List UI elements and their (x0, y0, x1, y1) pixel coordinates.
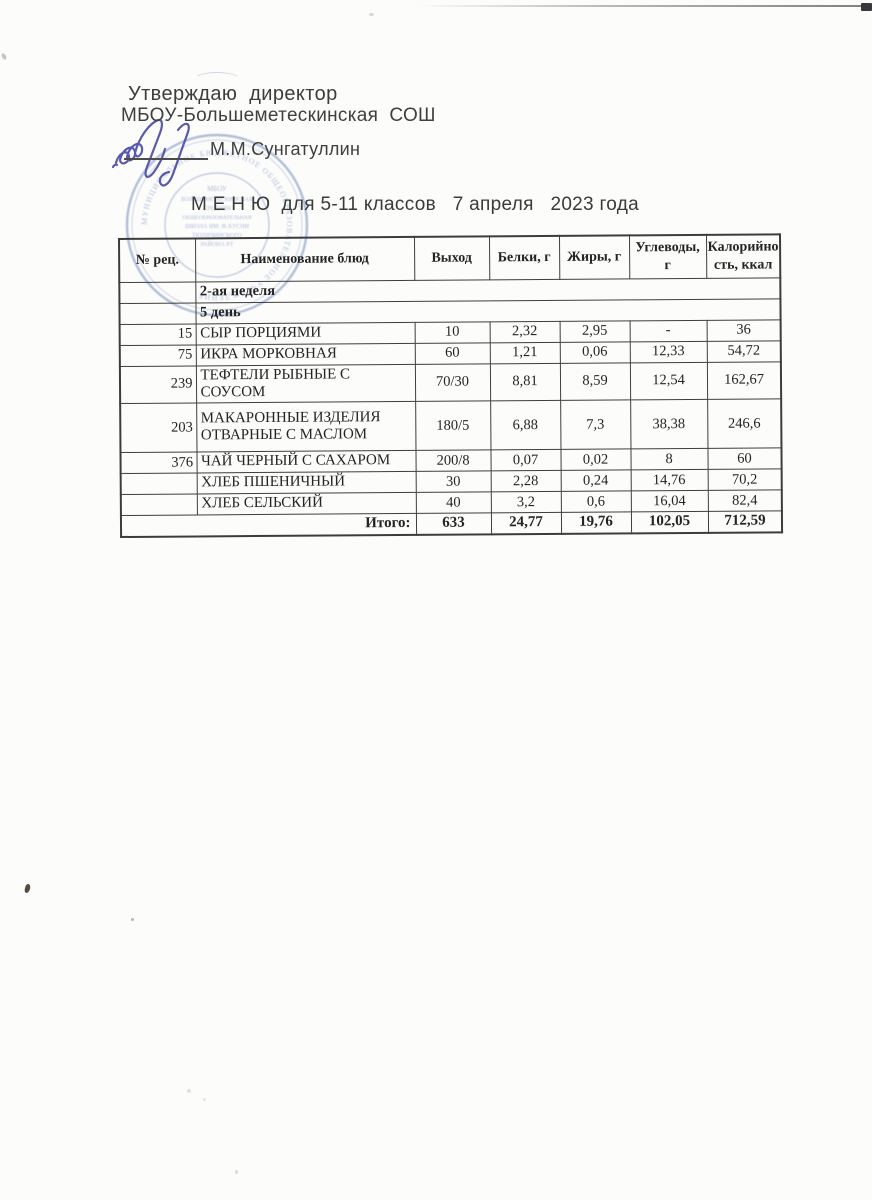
scan-speck (369, 13, 374, 16)
school-name-line: МБОУ-Большеметескинская СОШ (121, 105, 436, 126)
dish-fat: 0,6 (560, 490, 631, 513)
dish-carbs: 12,33 (629, 340, 707, 363)
recipe-number: 203 (120, 402, 197, 453)
dish-protein: 3,2 (490, 491, 561, 513)
table-row: 239 ТЕФТЕЛИ РЫБНЫЕ С СОУСОМ 70/30 8,81 8… (119, 361, 782, 404)
recipe-number (120, 472, 197, 495)
svg-text:ОБЩЕОБРАЗОВАТЕЛЬНАЯ: ОБЩЕОБРАЗОВАТЕЛЬНАЯ (182, 215, 251, 221)
dish-carbs: 8 (630, 448, 708, 470)
dish-output: 200/8 (415, 449, 491, 472)
recipe-number: 75 (119, 344, 196, 366)
totals-protein: 24,77 (490, 512, 562, 534)
scan-speck (235, 1170, 238, 1174)
scan-speck (131, 918, 134, 921)
totals-calories: 712,59 (707, 510, 783, 533)
dish-calories: 162,67 (706, 361, 782, 400)
header-dish-name: Наименование блюд (195, 236, 415, 282)
svg-text:СРЕДНЯЯ: СРЕДНЯЯ (203, 206, 230, 212)
dish-calories: 60 (707, 447, 783, 470)
dish-calories: 82,4 (707, 489, 783, 512)
header-protein: Белки, г (488, 235, 560, 280)
dish-carbs: - (629, 319, 707, 342)
recipe-number: 376 (120, 451, 197, 474)
svg-text:РАЙОНА РТ: РАЙОНА РТ (201, 240, 234, 248)
dish-fat: 0,06 (559, 341, 630, 363)
dish-protein: 2,32 (489, 320, 560, 343)
dish-output: 10 (414, 321, 490, 343)
header-carbs: Углеводы, г (628, 234, 707, 279)
dish-name: ИКРА МОРКОВНАЯ (195, 342, 415, 366)
scan-speck (0, 52, 8, 61)
dish-carbs: 38,38 (630, 399, 708, 449)
stamp-center-text: МБОУ БОЛЬШЕМЕТЕСКИНСКАЯ СРЕДНЯЯ ОБЩЕОБРА… (181, 185, 253, 248)
dish-output: 70/30 (414, 363, 491, 402)
signature-ink (111, 118, 190, 187)
dish-fat: 2,95 (559, 320, 630, 342)
recipe-number-cell (119, 281, 196, 303)
dish-name: ЧАЙ ЧЕРНЫЙ С САХАРОМ (196, 450, 416, 473)
totals-output: 633 (415, 512, 492, 535)
totals-row: Итого: 633 24,77 19,76 102,05 712,59 (120, 510, 783, 537)
dish-name: ХЛЕБ СЕЛЬСКИЙ (196, 492, 416, 515)
totals-carbs: 102,05 (630, 511, 709, 533)
dish-name: СЫР ПОРЦИЯМИ (195, 321, 415, 345)
dish-carbs: 16,04 (630, 490, 708, 512)
scan-edge-line (418, 5, 872, 7)
header-output: Выход (413, 236, 490, 280)
scan-corner-mark (861, 3, 872, 11)
dish-calories: 70,2 (707, 468, 783, 491)
scan-speck (24, 883, 31, 894)
recipe-number-cell (119, 302, 196, 324)
dish-carbs: 12,54 (629, 361, 708, 400)
dish-name: ТЕФТЕЛИ РЫБНЫЕ С СОУСОМ (195, 363, 416, 403)
signature-underline (124, 158, 208, 160)
recipe-number (120, 493, 197, 516)
approval-line: Утверждаю директор (128, 83, 338, 105)
dish-protein: 0,07 (490, 449, 561, 471)
menu-table: № рец. Наименование блюд Выход Белки, г … (118, 233, 784, 538)
dish-output: 30 (415, 470, 491, 493)
header-calories: Калорийно сть, ккал (705, 234, 781, 278)
recipe-number: 239 (119, 365, 197, 404)
director-name: М.М.Сунгатуллин (210, 139, 361, 159)
dish-fat: 8,59 (559, 362, 631, 401)
dish-protein: 2,28 (490, 470, 561, 492)
dish-output: 180/5 (415, 400, 491, 451)
dish-output: 60 (414, 342, 490, 364)
dish-calories: 36 (706, 319, 782, 341)
dish-fat: 0,24 (560, 469, 631, 492)
totals-label: Итого: (120, 513, 417, 537)
dish-calories: 54,72 (706, 340, 782, 362)
dish-carbs: 14,76 (630, 469, 708, 491)
totals-fat: 19,76 (560, 511, 632, 534)
table-header-row: № рец. Наименование блюд Выход Белки, г … (119, 234, 781, 282)
dish-protein: 6,88 (490, 400, 561, 450)
dish-output: 40 (415, 491, 491, 514)
table-row: 203 МАКАРОННЫЕ ИЗДЕЛИЯ ОТВАРНЫЕ С МАСЛОМ… (120, 398, 782, 453)
recipe-number: 15 (119, 323, 196, 345)
dish-protein: 1,21 (489, 341, 560, 364)
dish-fat: 7,3 (560, 399, 631, 450)
header-recipe-number: № рец. (119, 238, 196, 282)
scan-speck (187, 1089, 191, 1093)
scan-speck (203, 1098, 206, 1101)
faint-stamp-arc (193, 72, 241, 88)
dish-fat: 0,02 (560, 448, 631, 471)
dish-calories: 246,6 (707, 398, 782, 449)
page-title: М Е Н Ю для 5-11 классов 7 апреля 2023 г… (191, 194, 640, 215)
svg-text:МБОУ: МБОУ (207, 185, 227, 193)
svg-text:ТЮЛЯЧИНСКОГО: ТЮЛЯЧИНСКОГО (192, 233, 243, 239)
dish-name: ХЛЕБ ПШЕНИЧНЫЙ (196, 471, 416, 494)
svg-text:ШКОЛА ИМ. Ф.ХУСНИ: ШКОЛА ИМ. Ф.ХУСНИ (185, 224, 250, 230)
header-fat: Жиры, г (558, 235, 630, 279)
svg-text:БОЛЬШЕМЕТЕСКИНСКАЯ: БОЛЬШЕМЕТЕСКИНСКАЯ (181, 197, 253, 203)
dish-protein: 8,81 (489, 362, 561, 401)
dish-name: МАКАРОННЫЕ ИЗДЕЛИЯ ОТВАРНЫЕ С МАСЛОМ (196, 401, 416, 452)
